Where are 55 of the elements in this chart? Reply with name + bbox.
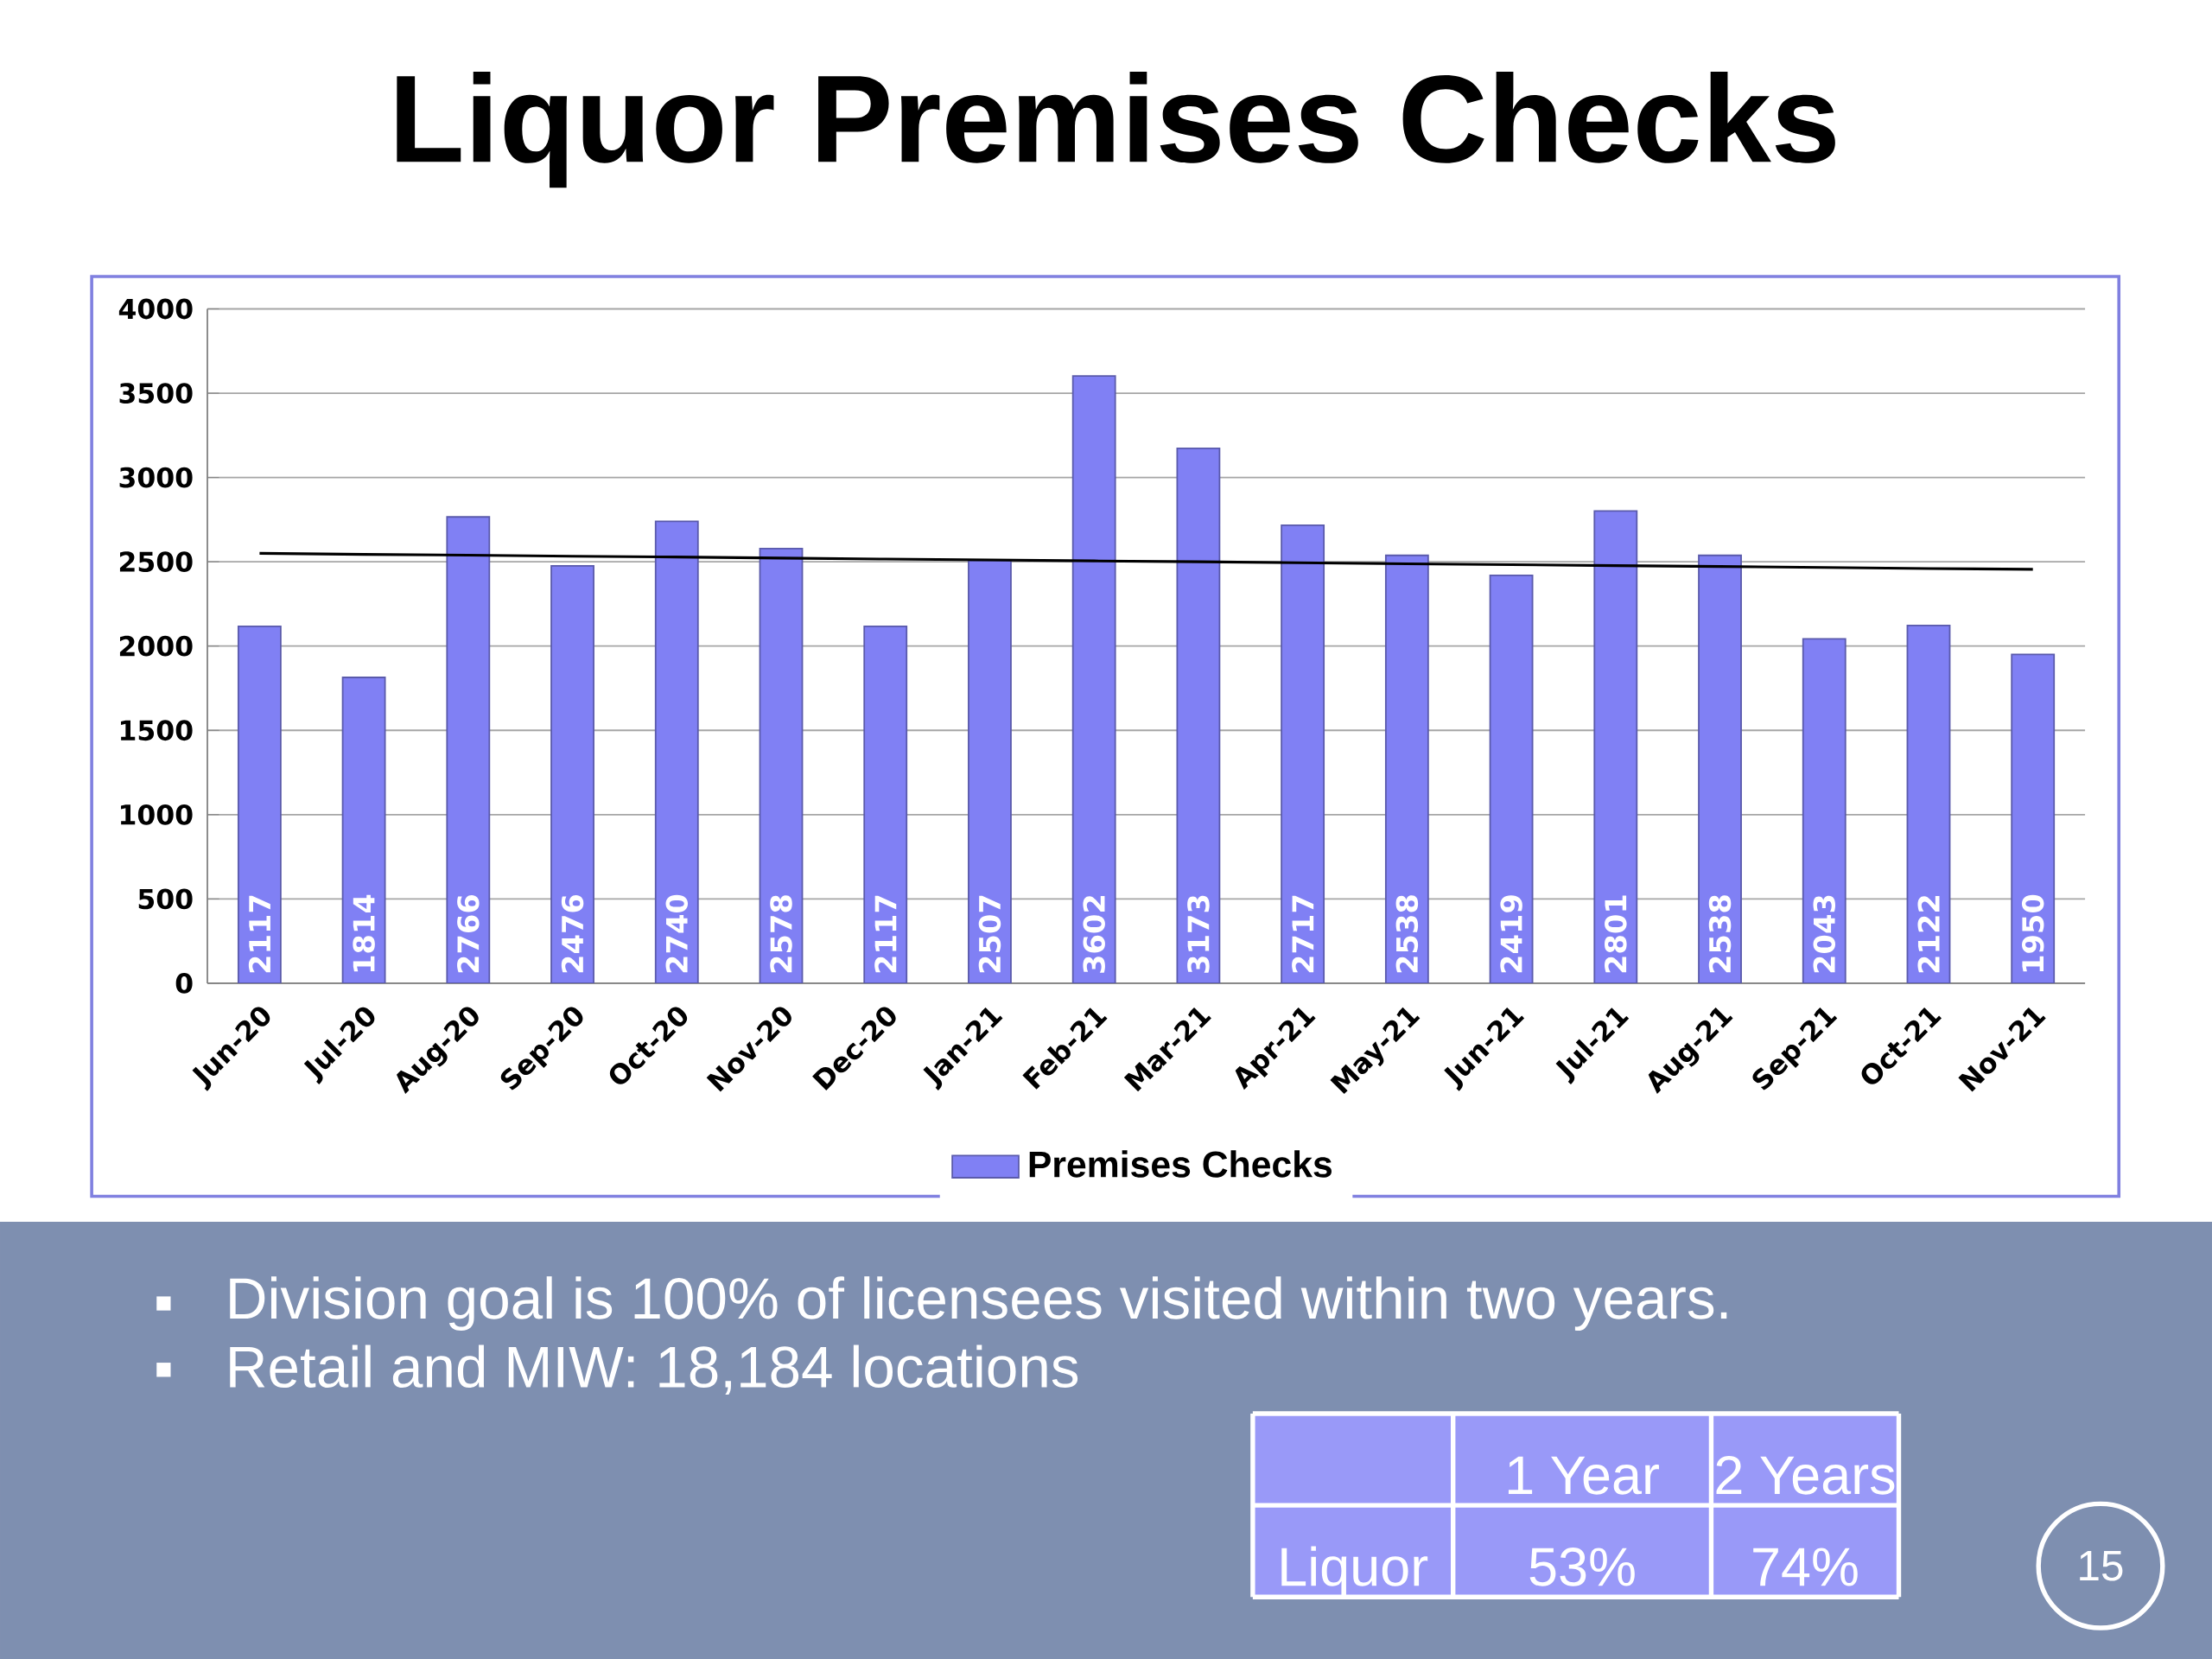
- y-tick-label: 2000: [119, 635, 193, 657]
- y-tick-label: 0: [175, 973, 193, 994]
- bar: [237, 625, 282, 983]
- bar: [1906, 625, 1951, 983]
- legend-label: Premises Checks: [1029, 1150, 1332, 1178]
- y-tick-label: 4000: [118, 298, 193, 320]
- chart-title: Liquor Premises Checks: [397, 72, 1835, 188]
- y-tick-label: 500: [138, 888, 193, 910]
- data-label: 2117: [248, 895, 270, 973]
- bar: [1802, 638, 1847, 983]
- data-label: 3173: [1187, 895, 1210, 973]
- y-tick-label: 3500: [119, 383, 193, 404]
- data-label: 1814: [353, 894, 375, 972]
- y-tick-label: 1500: [120, 720, 193, 741]
- bar: [1489, 575, 1534, 983]
- data-label: 2122: [1917, 896, 1940, 973]
- text: Division goal is 100% of licensees visited within two years.: [230, 1276, 1727, 1332]
- data-label: 2717: [1292, 895, 1314, 973]
- bar: [1176, 447, 1221, 983]
- text: Retail and MIW: 18,184 locations: [230, 1344, 1078, 1395]
- y-tick-label: 1000: [120, 804, 193, 825]
- data-label: 2538: [1708, 895, 1732, 973]
- bar: [968, 559, 1012, 983]
- data-label: 2766: [457, 894, 480, 973]
- bar: [341, 677, 386, 983]
- bar: [1698, 554, 1742, 983]
- data-label: 2117: [874, 895, 897, 973]
- text: 74%: [1753, 1548, 1858, 1586]
- data-label: 2538: [1395, 895, 1419, 973]
- bar: [863, 625, 908, 983]
- bar: [550, 564, 594, 983]
- data-label: 2476: [561, 894, 584, 973]
- bar: [2011, 653, 2056, 983]
- bar: [446, 516, 491, 983]
- text: 1 Year: [1508, 1456, 1659, 1495]
- bar: [1384, 554, 1429, 983]
- data-label: 2578: [770, 895, 792, 973]
- text: Liquor: [1281, 1546, 1428, 1598]
- data-label: 3602: [1083, 896, 1105, 973]
- bar: [1281, 524, 1325, 983]
- data-label: 2740: [665, 894, 689, 973]
- bar: [1071, 375, 1116, 983]
- data-label: 1950: [2021, 894, 2044, 972]
- data-label: 2043: [1813, 895, 1836, 973]
- text: 2 Years: [1716, 1455, 1895, 1495]
- data-label: 2419: [1500, 895, 1522, 973]
- y-tick-label: 3000: [119, 467, 193, 488]
- bar: [654, 520, 699, 983]
- data-label: 2801: [1605, 895, 1627, 973]
- text: 15: [2080, 1551, 2123, 1581]
- bar: [759, 548, 804, 983]
- bar: [1593, 510, 1638, 983]
- data-label: 2507: [978, 895, 1001, 973]
- y-tick-label: 2500: [119, 551, 193, 573]
- text: 53%: [1529, 1548, 1635, 1586]
